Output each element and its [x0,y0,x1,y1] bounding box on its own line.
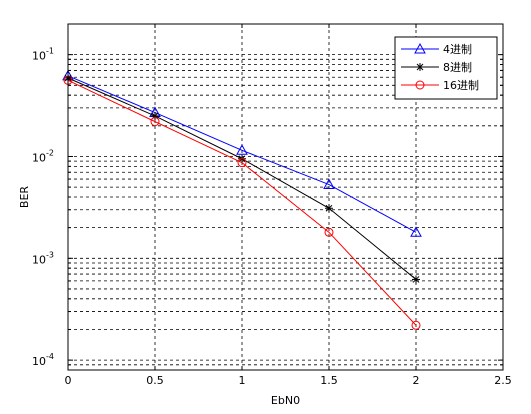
circle-marker [150,117,160,127]
x-tick-label: 0.5 [146,374,164,387]
star-marker [325,204,333,213]
circle-marker [237,158,247,168]
y-tick-label: 10-2 [32,148,54,164]
legend: 4进制 8进制 16进制 [394,36,498,100]
y-axis-label: BER [18,186,31,208]
series-line [67,75,417,233]
triangle-marker [414,42,426,54]
legend-label: 4进制 [443,43,472,56]
triangle-marker [410,226,422,237]
ticks: 0 0.5 1 1.5 2 2.5 10-4 10-3 10-2 10-1 [32,24,512,387]
grid [68,24,503,370]
y-tick-label: 10-3 [32,250,54,266]
circle-marker [415,80,425,90]
circle-marker [411,320,421,330]
y-tick-label: 10-1 [32,47,54,63]
legend-label: 16进制 [443,79,479,92]
legend-entry: 8进制 [401,61,472,74]
triangle-marker [236,144,248,155]
legend-entry: 16进制 [401,79,479,92]
legend-box [394,36,498,100]
legend-entry: 4进制 [401,42,472,56]
circle-marker [324,227,334,237]
star-marker [412,275,420,284]
x-tick-label: 2 [413,374,420,387]
x-tick-label: 1 [239,374,246,387]
y-tick-label: 10-4 [32,352,54,368]
x-tick-label: 0 [65,374,72,387]
x-tick-label: 2.5 [494,374,512,387]
triangle-marker [323,178,335,190]
x-tick-label: 1.5 [320,374,338,387]
series-3 [63,75,421,330]
series-layer [62,69,422,330]
legend-label: 8进制 [443,61,472,74]
watermark: CSDN @fpga和matlab [393,391,524,405]
star-marker [416,63,424,71]
series-line [67,79,417,326]
x-axis-label: EbN0 [271,394,300,407]
